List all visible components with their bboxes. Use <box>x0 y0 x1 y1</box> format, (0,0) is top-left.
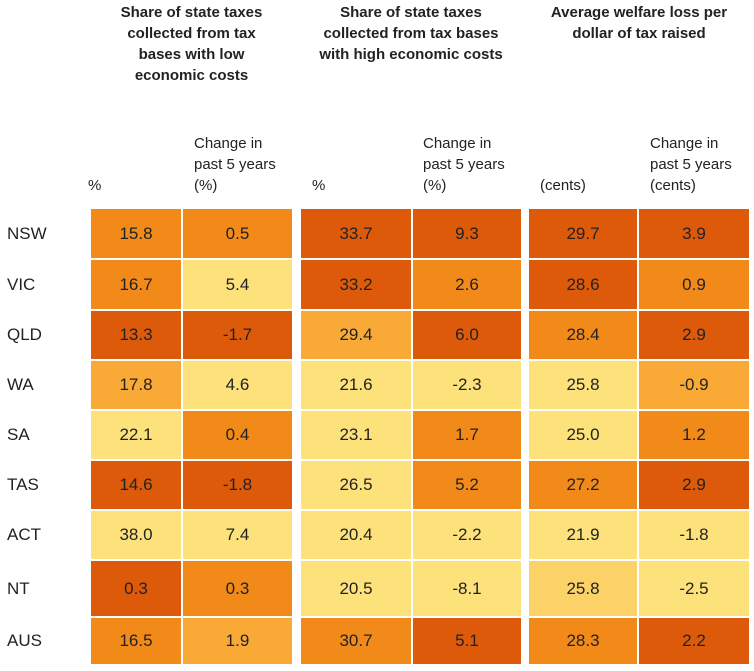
cell: 2.9 <box>638 310 750 360</box>
cell: -0.9 <box>638 360 750 410</box>
cell: 4.6 <box>182 360 293 410</box>
row-label: VIC <box>7 274 36 294</box>
cell: 6.0 <box>412 310 522 360</box>
cell: 25.0 <box>528 410 638 460</box>
cell: 21.9 <box>528 510 638 560</box>
row-label: ACT <box>7 525 41 544</box>
cell: 25.8 <box>528 560 638 617</box>
cell: 14.6 <box>90 460 182 510</box>
cell: 1.9 <box>182 617 293 665</box>
row-label: TAS <box>7 475 39 494</box>
cell: 13.3 <box>90 310 182 360</box>
cell: 16.7 <box>90 259 182 310</box>
cell: 5.2 <box>412 460 522 510</box>
cell: 28.4 <box>528 310 638 360</box>
row-label: AUS <box>7 631 42 650</box>
cell: 2.9 <box>638 460 750 510</box>
cell: 3.9 <box>638 208 750 259</box>
cell: -2.2 <box>412 510 522 560</box>
column-header: Change in past 5 years (%) <box>194 135 276 194</box>
cell: 25.8 <box>528 360 638 410</box>
cell: -1.8 <box>638 510 750 560</box>
group-title: Average welfare loss per dollar of tax r… <box>550 4 728 42</box>
row-label: SA <box>7 425 30 444</box>
cell: 21.6 <box>300 360 412 410</box>
cell: -8.1 <box>412 560 522 617</box>
cell: 17.8 <box>90 360 182 410</box>
cell: 9.3 <box>412 208 522 259</box>
cell: -2.3 <box>412 360 522 410</box>
cell: 1.7 <box>412 410 522 460</box>
column-header: (cents) <box>540 177 586 194</box>
cell: 5.4 <box>182 259 293 310</box>
cell: 22.1 <box>90 410 182 460</box>
cell: 15.8 <box>90 208 182 259</box>
cell: 2.2 <box>638 617 750 665</box>
cell: 23.1 <box>300 410 412 460</box>
cell: 20.5 <box>300 560 412 617</box>
cell: 0.4 <box>182 410 293 460</box>
cell: 0.9 <box>638 259 750 310</box>
column-header: Change in past 5 years (cents) <box>650 135 732 194</box>
cell: 38.0 <box>90 510 182 560</box>
row-label: WA <box>7 375 34 394</box>
cell: 29.4 <box>300 310 412 360</box>
cell: -1.8 <box>182 460 293 510</box>
column-header: % <box>312 177 326 194</box>
cell: -1.7 <box>182 310 293 360</box>
cell: 2.6 <box>412 259 522 310</box>
cell: 30.7 <box>300 617 412 665</box>
cell: 16.5 <box>90 617 182 665</box>
cell: -2.5 <box>638 560 750 617</box>
cell: 27.2 <box>528 460 638 510</box>
group-title: Share of state taxes collected from tax … <box>120 4 263 84</box>
cell: 5.1 <box>412 617 522 665</box>
cell: 28.3 <box>528 617 638 665</box>
cell: 7.4 <box>182 510 293 560</box>
cell: 0.3 <box>182 560 293 617</box>
cell: 20.4 <box>300 510 412 560</box>
row-label: NT <box>7 578 30 598</box>
cell: 0.5 <box>182 208 293 259</box>
row-label: NSW <box>7 223 47 243</box>
cell: 33.7 <box>300 208 412 259</box>
cell: 28.6 <box>528 259 638 310</box>
column-header: Change in past 5 years (%) <box>423 135 505 194</box>
cell: 33.2 <box>300 259 412 310</box>
cell: 1.2 <box>638 410 750 460</box>
column-header: % <box>88 177 102 194</box>
cell: 29.7 <box>528 208 638 259</box>
row-label: QLD <box>7 325 42 344</box>
cell: 26.5 <box>300 460 412 510</box>
cell: 0.3 <box>90 560 182 617</box>
group-title: Share of state taxes collected from tax … <box>319 4 503 63</box>
